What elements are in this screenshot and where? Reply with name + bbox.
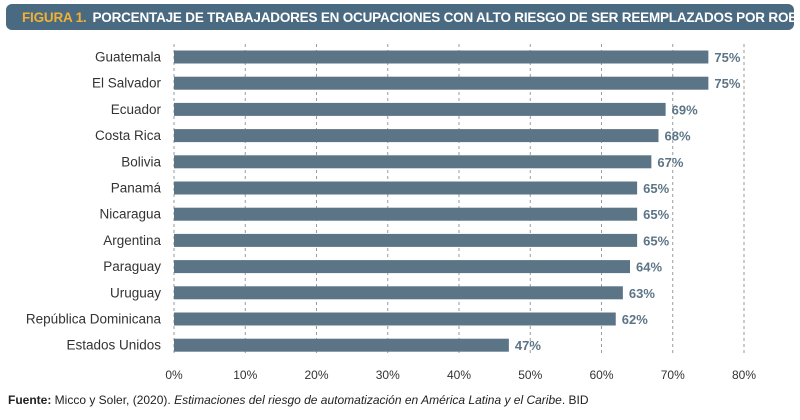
category-label: Nicaragua <box>99 207 161 222</box>
value-label: 68% <box>665 129 691 144</box>
value-label: 69% <box>672 102 698 117</box>
x-tick-label: 60% <box>589 368 613 382</box>
x-tick-label: 70% <box>661 368 685 382</box>
value-label: 63% <box>629 286 655 301</box>
x-tick-label: 10% <box>233 368 257 382</box>
value-label: 65% <box>643 181 669 196</box>
x-tick-label: 30% <box>376 368 400 382</box>
category-label: Panamá <box>111 181 162 196</box>
value-label: 75% <box>714 76 740 91</box>
bar <box>174 207 638 221</box>
category-label: Estados Unidos <box>66 338 161 353</box>
source-note: Fuente: Micco y Soler, (2020). Estimacio… <box>8 393 589 407</box>
x-tick-label: 20% <box>304 368 328 382</box>
chart-title: PORCENTAJE DE TRABAJADORES EN OCUPACIONE… <box>92 9 800 25</box>
bar <box>174 50 709 64</box>
bar <box>174 286 623 300</box>
source-authors: Micco y Soler, (2020). <box>51 393 175 407</box>
category-label: Costa Rica <box>95 128 162 143</box>
figure-number: FIGURA 1. <box>22 9 87 25</box>
bar <box>174 155 652 169</box>
category-label: Bolivia <box>121 154 161 169</box>
source-work: Estimaciones del riesgo de automatizació… <box>174 393 562 407</box>
x-tick-label: 40% <box>447 368 471 382</box>
source-label: Fuente: <box>8 393 52 407</box>
category-label: Paraguay <box>103 259 161 274</box>
bar-chart: 0% 10% 20% 30% 40% 50% 60% 70% 80% Guatemala 75% El… <box>26 44 756 382</box>
x-tick-label: 50% <box>518 368 542 382</box>
value-label: 47% <box>515 338 541 353</box>
value-label: 75% <box>714 50 740 65</box>
bar <box>174 233 638 247</box>
category-label: Guatemala <box>95 50 162 65</box>
category-label: Argentina <box>103 233 161 248</box>
value-label: 62% <box>622 312 648 327</box>
bar <box>174 181 638 195</box>
bar <box>174 129 659 143</box>
value-label: 65% <box>643 207 669 222</box>
value-label: 67% <box>657 155 683 170</box>
source-publisher: . BID <box>561 393 589 407</box>
bar <box>174 260 630 274</box>
bar <box>174 76 709 90</box>
category-label: República Dominicana <box>26 312 162 327</box>
chart-title-bar: FIGURA 1. PORCENTAJE DE TRABAJADORES EN … <box>6 4 800 30</box>
bar <box>174 338 509 352</box>
value-label: 64% <box>636 260 662 275</box>
category-label: El Salvador <box>92 76 162 91</box>
category-label: Ecuador <box>111 102 162 117</box>
value-label: 65% <box>643 233 669 248</box>
category-label: Uruguay <box>110 285 161 300</box>
bar <box>174 102 666 116</box>
bar <box>174 312 616 326</box>
x-tick-label: 0% <box>165 368 183 382</box>
x-tick-label: 80% <box>732 368 756 382</box>
